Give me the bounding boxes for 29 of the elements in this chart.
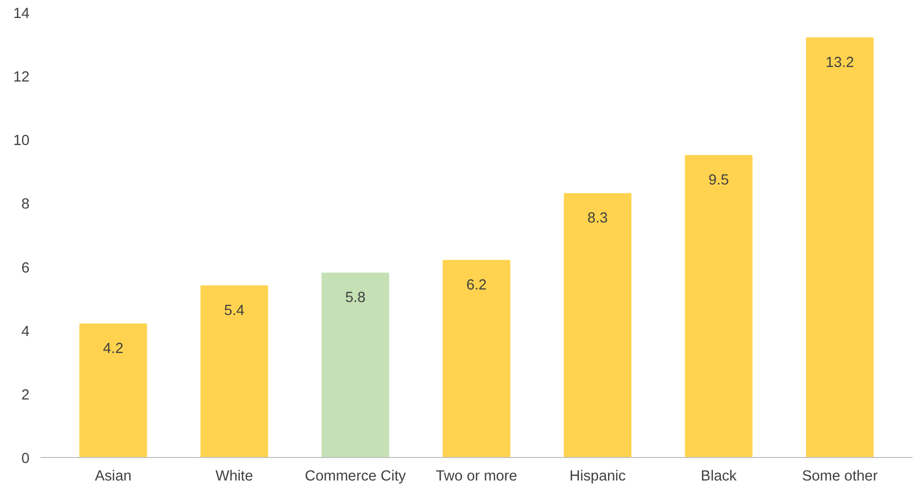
y-tick-label: 10 [13,133,30,150]
y-tick-label: 14 [13,6,30,22]
data-label: 5.4 [224,302,244,319]
bar [806,37,874,458]
x-tick-label: Two or more [436,468,518,484]
x-tick-label: Commerce City [304,468,407,484]
data-label: 9.5 [708,172,729,189]
bar [200,285,268,458]
bar [684,155,753,458]
y-tick-label: 2 [21,387,30,404]
y-tick-label: 8 [21,196,30,213]
data-label: 5.8 [345,290,366,306]
x-tick-label: Some other [802,468,878,484]
bar [442,260,510,458]
y-tick-label: 6 [21,260,30,276]
x-tick-label: Hispanic [570,468,626,484]
data-label: 13.2 [826,54,854,71]
x-tick-label: White [216,468,254,484]
y-tick-label: 4 [21,324,30,340]
data-label: 8.3 [587,210,608,227]
bar [322,272,390,458]
bar [564,193,632,458]
y-tick-label: 0 [21,451,30,467]
bar [79,324,147,458]
x-tick-label: Black [700,468,738,484]
data-label: 6.2 [466,277,487,294]
y-tick-label: 12 [13,70,30,86]
data-label: 4.2 [102,341,124,357]
x-tick-label: Asian [94,468,132,484]
